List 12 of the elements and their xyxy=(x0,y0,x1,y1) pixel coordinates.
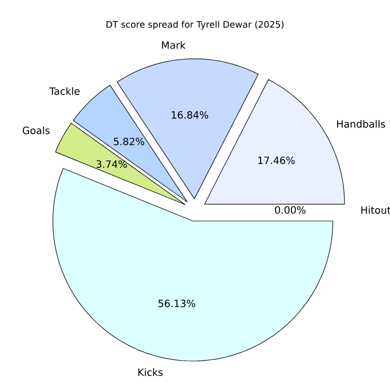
chart-title: DT score spread for Tyrell Dewar (2025) xyxy=(106,20,284,30)
data-label: 16.84% xyxy=(172,111,208,119)
data-label: 3.74% xyxy=(96,160,127,168)
data-label: 56.13% xyxy=(158,300,196,308)
slice-label: Tackle xyxy=(49,87,80,95)
slice-label: Goals xyxy=(22,126,50,134)
slice-label: Kicks xyxy=(138,368,163,376)
data-label: 17.46% xyxy=(258,156,295,164)
slice-label: Mark xyxy=(162,41,186,49)
slice-label: Handballs xyxy=(337,120,386,128)
data-label: 5.82% xyxy=(114,138,144,146)
text: 0.00% xyxy=(275,206,306,214)
